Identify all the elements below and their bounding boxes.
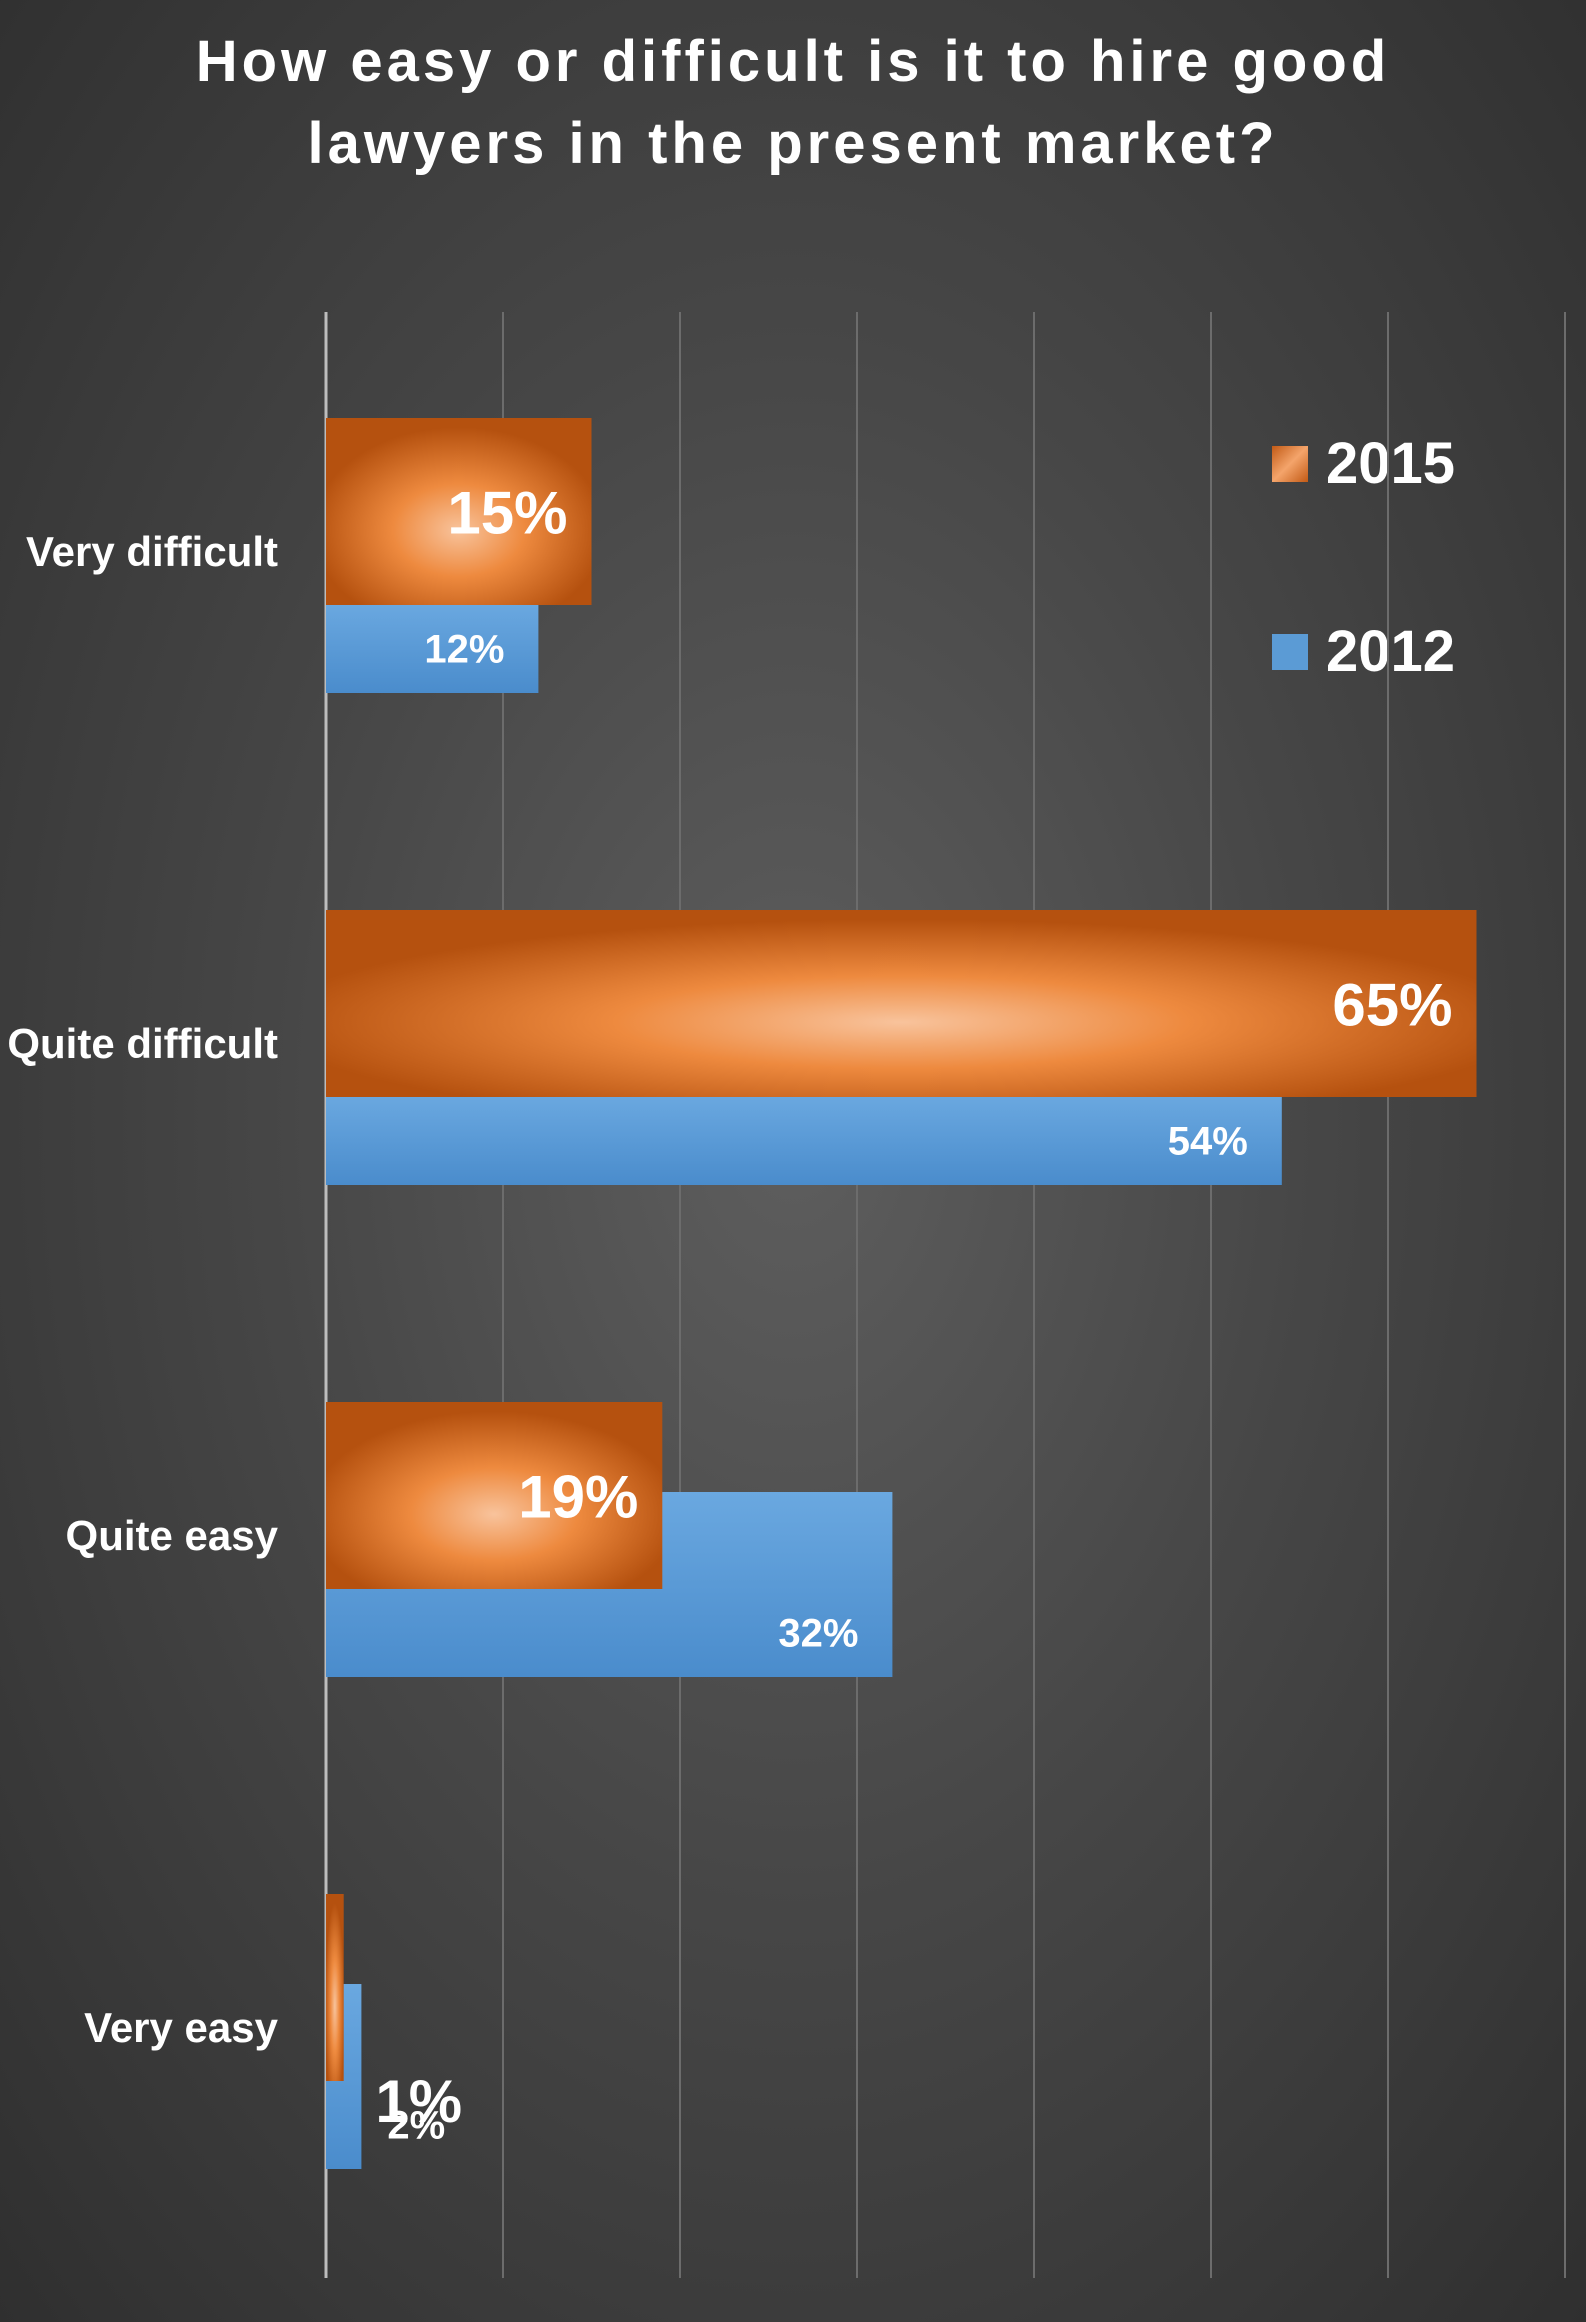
legend-item-2015: 2015 bbox=[1272, 430, 1455, 497]
bar-2015-very-easy bbox=[326, 1894, 344, 2081]
data-label-2012-very-easy: 2% bbox=[387, 2104, 445, 2148]
data-label-2015-very-difficult: 15% bbox=[447, 480, 567, 547]
legend-label-2012: 2012 bbox=[1326, 619, 1456, 684]
data-label-2012-very-difficult: 12% bbox=[424, 628, 504, 672]
category-label-quite-easy: Quite easy bbox=[65, 1512, 278, 1559]
legend-item-2012: 2012 bbox=[1272, 618, 1455, 685]
data-label-2012-quite-easy: 32% bbox=[778, 1612, 858, 1656]
bar-2012-quite-difficult bbox=[326, 1096, 1282, 1185]
bar-2015-quite-difficult bbox=[326, 910, 1477, 1097]
chart-title-line-2: lawyers in the present market? bbox=[307, 111, 1279, 176]
chart-title-line-1: How easy or difficult is it to hire good bbox=[195, 29, 1391, 94]
bar-2015-quite-easy bbox=[326, 1402, 663, 1589]
bar-2015-very-difficult bbox=[326, 418, 592, 605]
category-label-very-difficult: Very difficult bbox=[25, 528, 278, 575]
legend-swatch-2012 bbox=[1272, 633, 1308, 670]
data-label-2015-quite-easy: 19% bbox=[518, 1464, 638, 1531]
data-label-2015-very-easy: 1% bbox=[375, 2068, 462, 2135]
data-label-2015-quite-difficult: 65% bbox=[1332, 972, 1452, 1039]
category-label-very-easy: Very easy bbox=[84, 2004, 278, 2051]
data-label-2012-quite-difficult: 54% bbox=[1168, 1120, 1248, 1164]
legend-swatch-2015 bbox=[1272, 445, 1308, 482]
category-label-quite-difficult: Quite difficult bbox=[7, 1020, 278, 1067]
legend-label-2015: 2015 bbox=[1326, 431, 1456, 496]
bar-2012-very-difficult bbox=[326, 604, 539, 693]
